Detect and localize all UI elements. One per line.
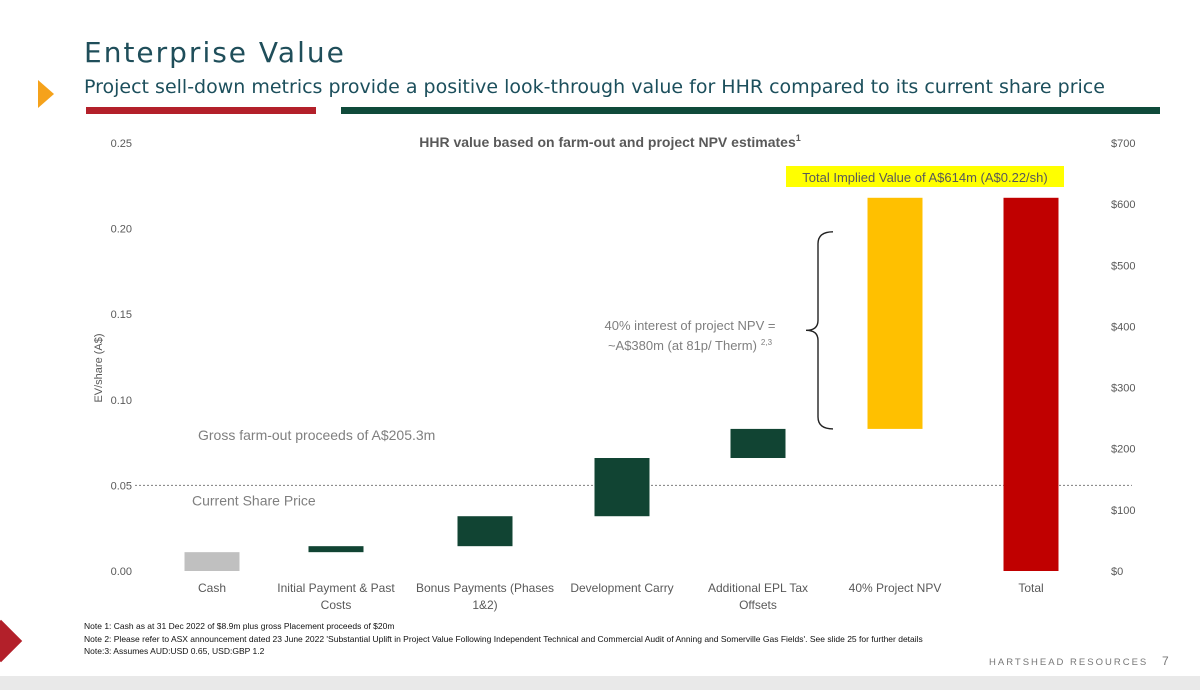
- farmout-annotation: Gross farm-out proceeds of A$205.3m: [198, 427, 435, 443]
- bar-bonus-payments-phases-1-2: [457, 516, 513, 547]
- y2-tick-label: $400: [1111, 321, 1135, 333]
- x-axis-labels: Cash Initial Payment & Past Costs Bonus Pay…: [198, 581, 1044, 612]
- bars: [184, 197, 1059, 571]
- x-tick-label: Additional EPL Tax: [708, 581, 808, 595]
- arrow-icon: [38, 80, 54, 108]
- npv-annotation-line2: ~A$380m (at 81p/ Therm) 2,3: [608, 338, 773, 353]
- x-tick-label: Development Carry: [570, 581, 673, 595]
- y2-axis-ticks: $0 $100 $200 $300 $400 $500 $600 $700: [1111, 138, 1135, 578]
- bar-development-carry: [594, 458, 650, 517]
- x-tick-label: Bonus Payments (Phases: [416, 581, 554, 595]
- npv-annotation-superscript: 2,3: [761, 338, 773, 347]
- bar-initial-payment-past-costs: [308, 546, 364, 553]
- y2-tick-label: $600: [1111, 199, 1135, 211]
- x-tick-label: Offsets: [739, 598, 777, 612]
- current-share-price-label: Current Share Price: [192, 492, 316, 508]
- chart-title-superscript: 1: [796, 133, 801, 143]
- bar-total: [1003, 197, 1059, 571]
- title-divider-green: [341, 107, 1160, 114]
- bar-additional-epl-tax-offsets: [730, 428, 786, 459]
- x-tick-label: Total: [1018, 581, 1043, 595]
- y-tick-label: 0.00: [111, 566, 132, 578]
- footer-brand: HARTSHEAD RESOURCES: [989, 657, 1149, 668]
- x-tick-label: 40% Project NPV: [849, 581, 942, 595]
- y2-tick-label: $100: [1111, 505, 1135, 517]
- footnote-1: Note 1: Cash as at 31 Dec 2022 of $8.9m …: [84, 621, 395, 631]
- x-tick-label: Initial Payment & Past: [277, 581, 395, 595]
- y2-tick-label: $300: [1111, 383, 1135, 395]
- title-divider-red: [86, 107, 316, 114]
- page-subtitle: Project sell-down metrics provide a posi…: [84, 76, 1105, 98]
- footnote-2: Note 2: Please refer to ASX announcement…: [84, 633, 923, 644]
- bar-cash: [184, 552, 240, 571]
- y2-tick-label: $0: [1111, 566, 1123, 578]
- y2-tick-label: $700: [1111, 138, 1135, 150]
- total-annotation: Total Implied Value of A$614m (A$0.22/sh…: [802, 170, 1047, 185]
- page-title: Enterprise Value: [84, 36, 346, 69]
- y-axis-ticks: 0.00 0.05 0.10 0.15 0.20 0.25: [111, 138, 132, 578]
- y-axis-label: EV/share (A$): [93, 333, 105, 402]
- npv-annotation-line2-text: ~A$380m (at 81p/ Therm): [608, 338, 757, 353]
- x-tick-label: 1&2): [472, 598, 497, 612]
- npv-annotation-line1: 40% interest of project NPV =: [605, 318, 776, 333]
- x-tick-label: Cash: [198, 581, 226, 595]
- y-tick-label: 0.25: [111, 138, 132, 150]
- x-tick-label: Costs: [321, 598, 352, 612]
- footnotes: Note 1: Cash as at 31 Dec 2022 of $8.9m …: [84, 620, 923, 658]
- y2-tick-label: $500: [1111, 260, 1135, 272]
- bar-40-project-npv: [867, 197, 923, 429]
- y-tick-label: 0.15: [111, 309, 132, 321]
- page-number: 7: [1162, 654, 1169, 668]
- y2-tick-label: $200: [1111, 444, 1135, 456]
- y-tick-label: 0.20: [111, 224, 132, 236]
- y-tick-label: 0.10: [111, 395, 132, 407]
- footnote-3: Note:3: Assumes AUD:USD 0.65, USD:GBP 1.…: [84, 646, 265, 656]
- bottom-band: [0, 676, 1200, 690]
- chart-title-text: HHR value based on farm-out and project …: [419, 134, 796, 150]
- y-tick-label: 0.05: [111, 480, 132, 492]
- chart-title: HHR value based on farm-out and project …: [419, 133, 801, 150]
- total-annotation-highlight: [786, 166, 1064, 187]
- npv-brace: [805, 231, 834, 430]
